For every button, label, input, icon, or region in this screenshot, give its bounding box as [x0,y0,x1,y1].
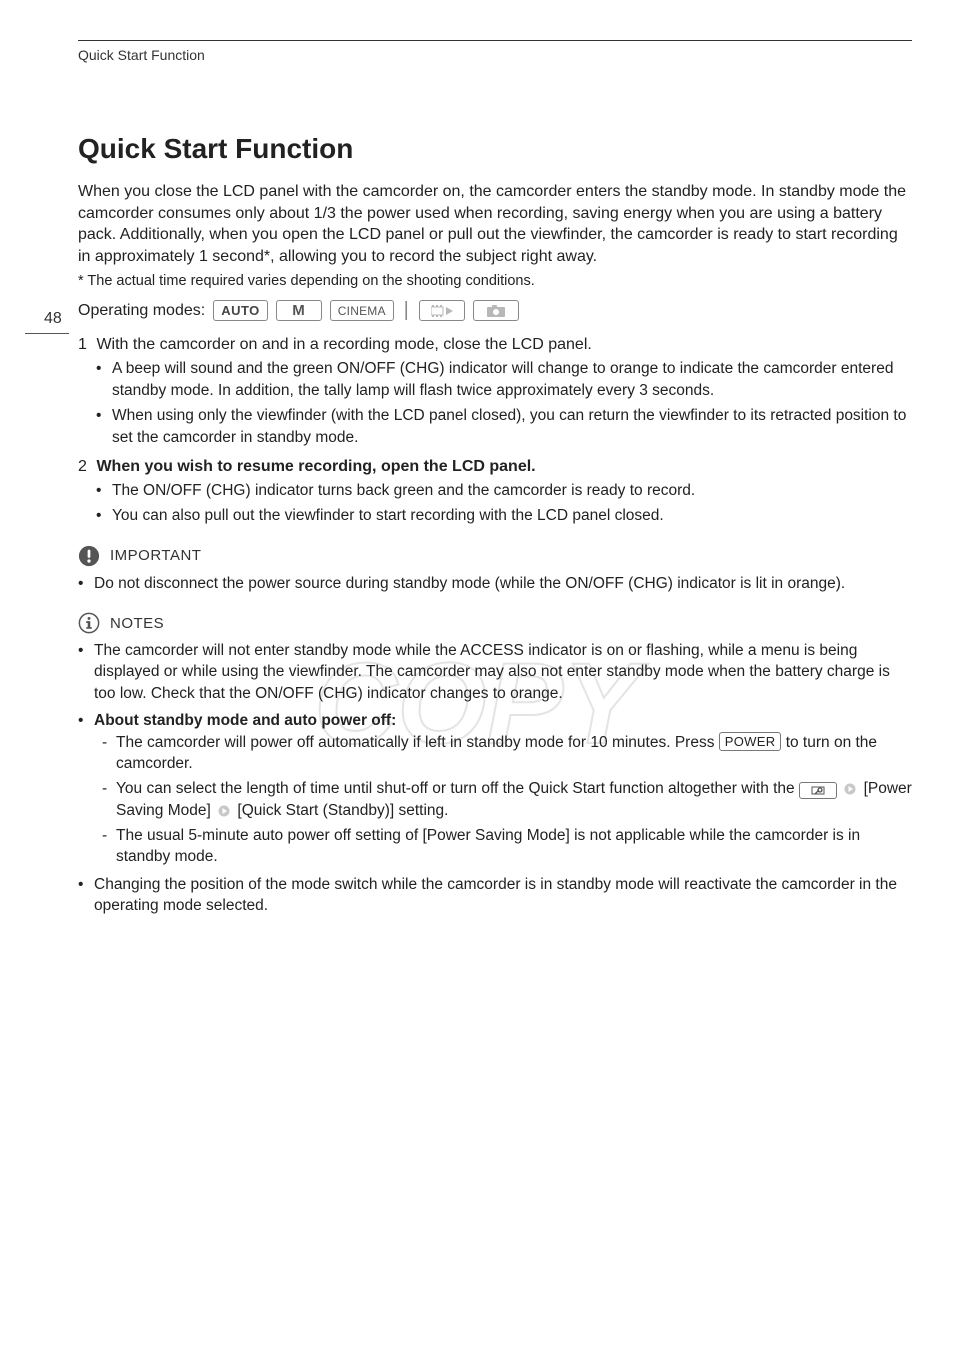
mode-auto: AUTO [213,300,268,321]
page-title: Quick Start Function [78,133,912,165]
notes-about-sublist: The camcorder will power off automatical… [94,732,912,868]
list-item: You can also pull out the viewfinder to … [112,505,912,526]
list-item: Do not disconnect the power source durin… [94,573,912,594]
mode-playback-photo [473,300,519,321]
running-head: Quick Start Function [78,47,912,63]
step-2: 2 When you wish to resume recording, ope… [78,458,912,476]
step-1-subs: A beep will sound and the green ON/OFF (… [78,358,912,448]
page-number-rule [25,333,69,334]
operating-modes-label: Operating modes: [78,302,205,320]
list-item: The camcorder will not enter standby mod… [94,640,912,704]
important-list: Do not disconnect the power source durin… [78,573,912,594]
step-2-head: When you wish to resume recording, open … [96,458,535,475]
list-item: The camcorder will power off automatical… [116,732,912,775]
step-1-num: 1 [78,336,92,354]
wrench-menu-icon [799,782,837,799]
mode-playback-video [419,300,465,321]
exclamation-icon [78,545,100,567]
top-rule [78,40,912,41]
notes-header: NOTES [78,612,912,634]
text: [Quick Start (Standby)] setting. [233,802,448,819]
mode-cinema: CINEMA [330,300,394,321]
mode-manual: M [276,300,322,321]
chevron-icon [218,805,230,817]
list-item: You can select the length of time until … [116,778,912,821]
info-icon [78,612,100,634]
step-1: 1 With the camcorder on and in a recordi… [78,336,912,354]
intro-paragraph: When you close the LCD panel with the ca… [78,181,912,267]
chevron-icon [844,783,856,795]
mode-separator: | [404,299,409,322]
notes-list: The camcorder will not enter standby mod… [78,640,912,917]
operating-modes-row: Operating modes: AUTO M CINEMA | [78,299,912,322]
step-2-subs: The ON/OFF (CHG) indicator turns back gr… [78,480,912,527]
list-item: About standby mode and auto power off: T… [94,710,912,868]
list-item: The ON/OFF (CHG) indicator turns back gr… [112,480,912,501]
photo-icon [487,305,505,317]
notes-label: NOTES [110,615,164,632]
important-header: IMPORTANT [78,545,912,567]
power-button-label: POWER [719,732,782,752]
text: You can select the length of time until … [116,780,799,797]
notes-about-head: About standby mode and auto power off: [94,712,396,729]
text: The camcorder will power off automatical… [116,734,719,751]
list-item: When using only the viewfinder (with the… [112,405,912,448]
step-2-num: 2 [78,458,92,476]
footnote: * The actual time required varies depend… [78,273,912,289]
list-item: Changing the position of the mode switch… [94,874,912,917]
list-item: The usual 5-minute auto power off settin… [116,825,912,868]
important-label: IMPORTANT [110,547,201,564]
step-1-head: With the camcorder on and in a recording… [96,336,591,353]
filmstrip-play-icon [431,305,453,317]
page-number: 48 [44,310,62,328]
list-item: A beep will sound and the green ON/OFF (… [112,358,912,401]
